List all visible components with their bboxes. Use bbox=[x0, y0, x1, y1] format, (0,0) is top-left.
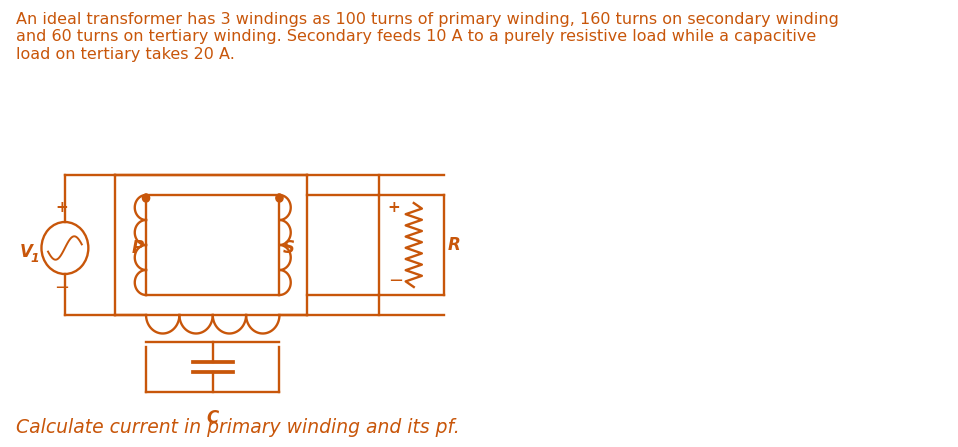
Text: 1: 1 bbox=[30, 252, 38, 265]
Circle shape bbox=[143, 194, 149, 202]
Text: Calculate current in primary winding and its pf.: Calculate current in primary winding and… bbox=[16, 418, 460, 437]
Text: P: P bbox=[132, 239, 144, 257]
Text: −: − bbox=[54, 279, 69, 297]
Text: +: + bbox=[55, 200, 68, 215]
Text: S: S bbox=[283, 239, 295, 257]
Circle shape bbox=[276, 194, 283, 202]
Text: R: R bbox=[448, 236, 461, 254]
Text: +: + bbox=[388, 200, 400, 215]
Text: C: C bbox=[207, 409, 218, 427]
Text: −: − bbox=[388, 272, 402, 290]
Text: An ideal transformer has 3 windings as 100 turns of primary winding, 160 turns o: An ideal transformer has 3 windings as 1… bbox=[16, 12, 839, 62]
Text: V: V bbox=[19, 243, 33, 261]
